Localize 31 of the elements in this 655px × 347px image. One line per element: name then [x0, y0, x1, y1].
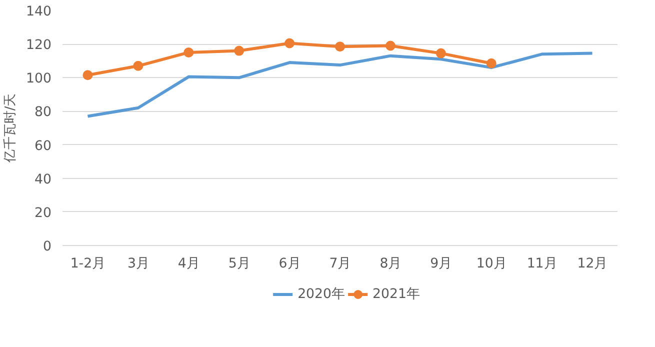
y-tick-label: 100	[26, 72, 52, 87]
x-tick-label: 6月	[278, 256, 300, 272]
y-tick-label: 0	[43, 240, 52, 254]
point	[385, 40, 396, 51]
point	[486, 58, 496, 68]
y-tick-label: 60	[34, 138, 52, 154]
point	[234, 46, 244, 56]
x-tick-label: 1-2月	[70, 256, 106, 272]
point	[133, 60, 144, 71]
legend-label: 2021年	[372, 286, 420, 303]
x-tick-label: 7月	[329, 256, 351, 272]
point	[436, 48, 446, 58]
y-axis-title: 亿千瓦时/天	[3, 93, 18, 164]
point	[82, 70, 93, 80]
legend-label: 2020年	[298, 286, 344, 303]
y-tick-label: 120	[26, 38, 52, 54]
x-tick-label: 8月	[380, 256, 402, 272]
point	[284, 38, 295, 48]
y-tick-label: 80	[34, 105, 52, 120]
x-tick-label: 5月	[228, 256, 250, 272]
x-tick-label: 11月	[526, 256, 557, 272]
y-tick-label: 140	[26, 4, 52, 20]
point	[335, 42, 345, 52]
x-tick-label: 9月	[430, 256, 452, 272]
x-tick-label: 12月	[577, 256, 608, 272]
y-tick-label: 40	[34, 172, 52, 188]
x-tick-label: 3月	[127, 256, 149, 272]
y-tick-label: 20	[34, 206, 52, 221]
x-tick-label: 4月	[178, 256, 200, 272]
point	[184, 47, 194, 58]
x-tick-label: 10月	[476, 256, 506, 272]
